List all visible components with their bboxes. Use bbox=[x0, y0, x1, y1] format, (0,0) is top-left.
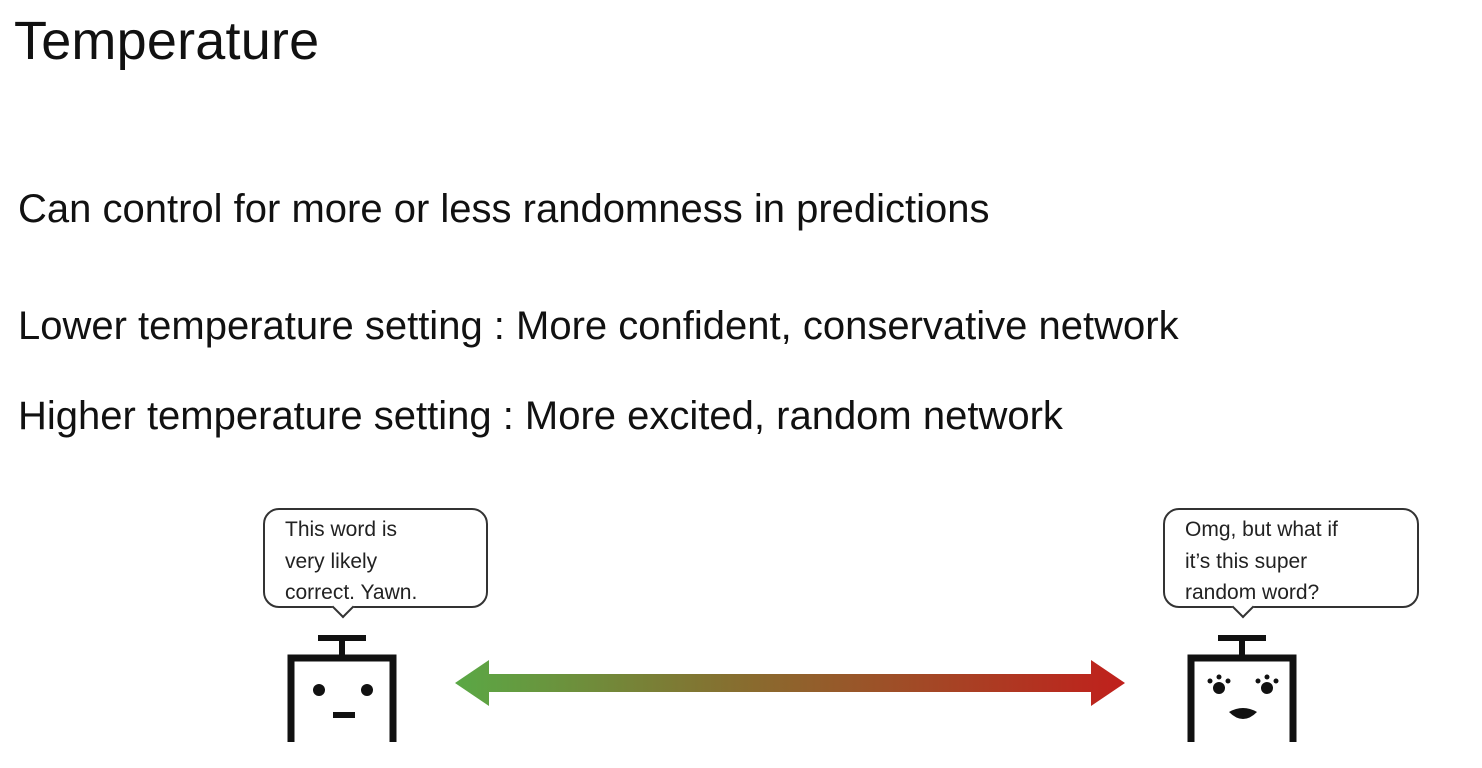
bullet-randomness: Can control for more or less randomness … bbox=[18, 187, 990, 231]
speech-bubble-excited: Omg, but what if it’s this super random … bbox=[1163, 508, 1419, 608]
speech-bubble-conservative: This word is very likely correct. Yawn. bbox=[263, 508, 488, 608]
bubble-line: it’s this super bbox=[1185, 549, 1308, 573]
double-headed-gradient-arrow-icon bbox=[455, 660, 1125, 706]
bubble-line: random word? bbox=[1185, 581, 1320, 604]
bullet-lower-temperature: Lower temperature setting : More confide… bbox=[18, 304, 1179, 348]
bubble-line: very likely bbox=[285, 549, 378, 573]
excited-robot-icon bbox=[1187, 635, 1297, 742]
bullet-higher-temperature: Higher temperature setting : More excite… bbox=[18, 394, 1063, 438]
bubble-line: Omg, but what if bbox=[1185, 518, 1338, 541]
bubble-line: correct. Yawn. bbox=[285, 581, 418, 604]
bored-robot-icon bbox=[287, 635, 397, 742]
page-title: Temperature bbox=[14, 11, 320, 71]
bubble-line: This word is bbox=[285, 518, 398, 541]
